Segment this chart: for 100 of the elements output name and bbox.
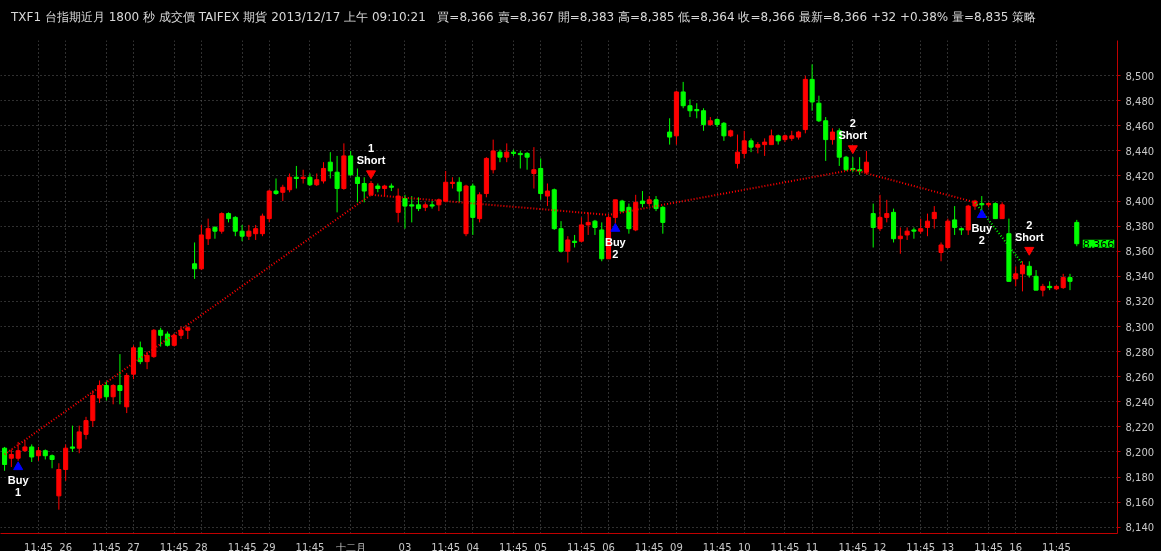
- candlestick: [212, 225, 218, 240]
- x-tick-label: 29: [262, 541, 276, 551]
- x-tick-label: 27: [127, 541, 140, 551]
- candlestick: [477, 191, 483, 223]
- candlestick: [117, 353, 123, 405]
- x-tick-label: 04: [466, 541, 480, 551]
- y-tick-label: 8,300: [1125, 321, 1155, 333]
- x-tick-label: 11:45: [702, 541, 732, 551]
- x-tick-label: 10: [737, 541, 751, 551]
- candlestick: [734, 134, 741, 169]
- candlestick: [287, 172, 293, 193]
- candlestick: [137, 341, 143, 365]
- candlestick: [110, 383, 116, 405]
- x-tick-label: 11:45: [499, 541, 528, 551]
- y-tick-label: 8,260: [1125, 371, 1155, 383]
- candlestick: [592, 219, 598, 236]
- x-tick-label: 11:45: [838, 541, 868, 551]
- x-tick-label: 十二月: [335, 541, 366, 551]
- candlestick: [429, 200, 435, 210]
- candlestick: [904, 226, 910, 241]
- candlestick: [924, 213, 931, 237]
- candlestick: [456, 176, 462, 203]
- y-tick-label: 8,180: [1125, 472, 1155, 484]
- y-tick-label: 8,140: [1125, 522, 1155, 534]
- y-tick-label: 8,480: [1125, 95, 1155, 107]
- y-tick-label: 8,200: [1125, 446, 1155, 458]
- x-tick-label: 11:45: [24, 541, 53, 551]
- x-tick-label: 16: [1009, 541, 1023, 551]
- candlestick: [361, 176, 367, 203]
- y-tick-label: 8,220: [1125, 421, 1155, 433]
- x-tick-label: 11:45: [91, 541, 121, 551]
- y-tick-label: 8,400: [1125, 196, 1155, 208]
- candlestick: [504, 142, 510, 163]
- y-tick-label: 8,160: [1125, 497, 1155, 509]
- x-tick-label: 11: [805, 541, 819, 551]
- candlestick: [1019, 260, 1026, 292]
- y-tick-label: 8,280: [1125, 346, 1155, 358]
- point: [847, 145, 858, 155]
- candlestick: [701, 107, 707, 132]
- point: [13, 461, 24, 471]
- y-tick-label: 8,440: [1125, 145, 1155, 157]
- y-tick-label: 8,380: [1125, 221, 1155, 233]
- candlestick: [870, 203, 876, 248]
- candlestick: [544, 183, 550, 207]
- y-tick-label: 8,240: [1125, 396, 1155, 408]
- x-tick-label: 09: [670, 541, 683, 551]
- point: [366, 170, 377, 180]
- candlestick: [1074, 219, 1080, 247]
- chart-subtitle: 買=8,366 賣=8,367 開=8,383 高=8,385 低=8,364 收=8,366 最新=8,366 +32 +0.38% 量=8,835 策略: [437, 10, 1037, 24]
- candlestick: [327, 151, 333, 179]
- candlestick: [667, 117, 673, 146]
- candlestick: [558, 220, 564, 253]
- y-tick-label: 8,320: [1125, 296, 1155, 308]
- x-tick-label: 28: [195, 541, 208, 551]
- annotation: Buy 1: [7, 474, 30, 499]
- x-tick-label: 11:45: [566, 541, 596, 551]
- candlestick: [348, 150, 354, 177]
- x-tick-label: 11:45: [1042, 541, 1071, 551]
- x-tick-label: 11:45: [770, 541, 800, 551]
- candlestick: [354, 167, 360, 203]
- x-tick-label: 13: [941, 541, 955, 551]
- candlestick: [1033, 269, 1039, 291]
- x-tick-label: 11:45: [227, 541, 257, 551]
- candlestick: [1040, 283, 1046, 297]
- x-tick-label: 05: [534, 541, 548, 551]
- candlestick: [395, 188, 401, 223]
- candlestick: [103, 381, 109, 402]
- y-tick-label: 8,460: [1125, 120, 1155, 132]
- candlestick: [449, 176, 455, 190]
- chart-title: TXF1 台指期近月 1800 秒 成交價 TAIFEX 期貨 2013/12/17 上午 09:10:21: [11, 10, 426, 24]
- annotation: Buy 2: [971, 221, 994, 246]
- candlestick: [97, 379, 103, 404]
- candlestick: [931, 205, 937, 230]
- y-tick-label: 8,340: [1125, 271, 1155, 283]
- annotation: 2 Short: [1014, 218, 1044, 243]
- candlestick: [911, 226, 917, 240]
- x-tick-label: 11:45: [159, 541, 189, 551]
- candlestick: [219, 211, 225, 235]
- candlestick: [680, 81, 686, 109]
- y-tick-label: 8,420: [1125, 170, 1155, 182]
- candlestick: [952, 205, 958, 236]
- candlestick: [809, 63, 815, 112]
- candlestick: [741, 130, 747, 159]
- candlestick: [531, 146, 537, 190]
- candlestick: [965, 204, 971, 236]
- candlestick: [158, 327, 164, 348]
- x-tick-label: 11:45: [634, 541, 664, 551]
- x-tick-label: 12: [873, 541, 887, 551]
- candlestick: [293, 165, 299, 190]
- x-tick-label: 11:45: [295, 541, 325, 551]
- y-tick-label: 8,360: [1125, 246, 1155, 258]
- candlestick: [334, 155, 340, 213]
- annotation: 1 Short: [356, 142, 386, 167]
- x-tick-label: 06: [602, 541, 615, 551]
- candlestick: [2, 446, 8, 472]
- candlestick: [69, 425, 75, 453]
- y-tick-label: 8,500: [1125, 70, 1155, 82]
- candlestick: [1067, 273, 1073, 291]
- candlestick: [259, 213, 265, 237]
- candlestick: [273, 177, 279, 196]
